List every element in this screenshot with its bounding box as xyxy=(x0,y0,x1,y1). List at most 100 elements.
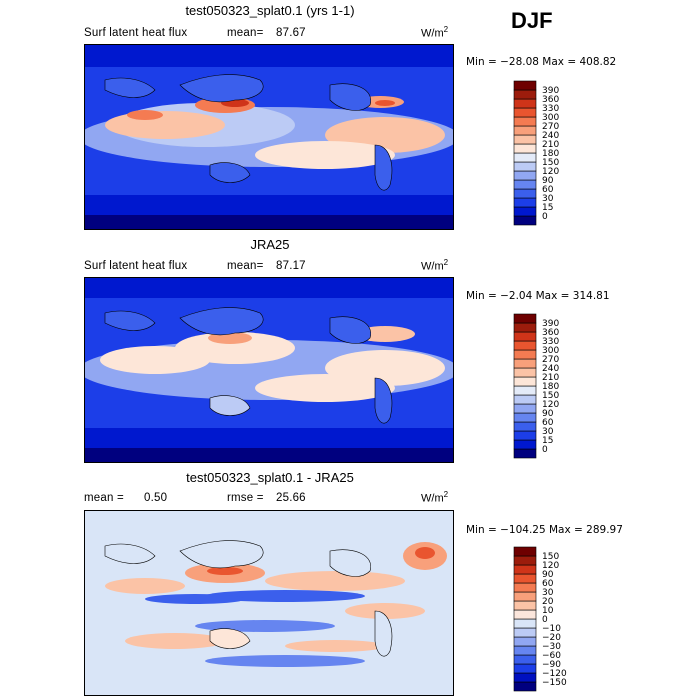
panel-2-colorbar-swatch xyxy=(513,376,537,387)
panel-1-colorbar-swatch xyxy=(513,161,537,172)
panel-3-colorbar-swatch xyxy=(513,618,537,629)
panel-2-colorbar-swatch xyxy=(513,331,537,342)
panel-3-colorbar-label: 60 xyxy=(542,579,554,589)
panel-1-colorbar-label: 360 xyxy=(542,95,559,105)
panel-3-colorbar-label: 0 xyxy=(542,615,548,625)
panel-1-colorbar-label: 240 xyxy=(542,131,559,141)
panel-2-colorbar-swatch xyxy=(513,367,537,378)
panel-3-colorbar-swatch xyxy=(513,582,537,593)
panel-2-colorbar-swatch xyxy=(513,358,537,369)
panel-3-colorbar-swatch xyxy=(513,546,537,557)
panel-2-colorbar-swatch xyxy=(513,448,537,459)
panel-3-colorbar-label: 20 xyxy=(542,597,554,607)
panel-2-colorbar-swatch xyxy=(513,313,537,324)
panel-1-mean-label: mean= xyxy=(227,27,264,39)
panel-3-colorbar-swatch xyxy=(513,672,537,683)
panel-2-colorbar-swatch xyxy=(513,430,537,441)
panel-2-colorbar-label: 90 xyxy=(542,409,554,419)
panel-1-colorbar-swatch xyxy=(513,215,537,226)
panel-1-colorbar-label: 390 xyxy=(542,86,559,96)
panel-2-minmax: Min = −2.04 Max = 314.81 xyxy=(466,290,610,302)
panel-2-variable-label: Surf latent heat flux xyxy=(84,260,188,272)
panel-2-title: JRA25 xyxy=(250,237,290,252)
panel-1-colorbar-swatch xyxy=(513,152,537,163)
panel-3-colorbar-label: 30 xyxy=(542,588,554,598)
panel-1-units: W/m2 xyxy=(421,25,449,40)
panel-2-mean-label: mean= xyxy=(227,260,264,272)
panel-1-colorbar-label: 30 xyxy=(542,194,554,204)
panel-2-colorbar: 0 15 30 60 90 120 150 180 210 240 270 300 330 360 390 xyxy=(513,313,573,461)
panel-2-colorbar-label: 0 xyxy=(542,445,548,455)
panel-2-colorbar-label: 120 xyxy=(542,400,559,410)
panel-1-colorbar-label: 120 xyxy=(542,167,559,177)
panel-2-colorbar-swatch xyxy=(513,349,537,360)
panel-1-colorbar-swatch xyxy=(513,188,537,199)
panel-2-colorbar-swatch xyxy=(513,421,537,432)
panel-1-colorbar-swatch xyxy=(513,107,537,118)
panel-2-colorbar-label: 300 xyxy=(542,346,559,356)
panel-1-minmax: Min = −28.08 Max = 408.82 xyxy=(466,56,617,68)
panel-3-colorbar-label: −150 xyxy=(542,678,567,688)
panel-1-colorbar-swatch xyxy=(513,170,537,181)
panel-2-colorbar-label: 210 xyxy=(542,373,559,383)
panel-3-mean-value: 0.50 xyxy=(144,492,168,504)
panel-2-mean-value: 87.17 xyxy=(276,260,306,272)
panel-3-colorbar-swatch xyxy=(513,636,537,647)
panel-2-colorbar-label: 180 xyxy=(542,382,559,392)
panel-3-colorbar-swatch xyxy=(513,600,537,611)
panel-2-colorbar-label: 240 xyxy=(542,364,559,374)
panel-2-colorbar-swatch xyxy=(513,322,537,333)
panel-2-colorbar-label: 390 xyxy=(542,319,559,329)
panel-2-map-field xyxy=(85,278,453,462)
panel-2-map xyxy=(84,277,454,463)
panel-3-colorbar-label: −60 xyxy=(542,651,561,661)
panel-1-colorbar-label: 0 xyxy=(542,212,548,222)
panel-3-colorbar-swatch xyxy=(513,609,537,620)
panel-1-colorbar-label: 210 xyxy=(542,140,559,150)
panel-3-colorbar-label: −20 xyxy=(542,633,561,643)
panel-3-colorbar-swatch xyxy=(513,663,537,674)
panel-1-colorbar-swatch xyxy=(513,197,537,208)
panel-3-rmse-value: 25.66 xyxy=(276,492,306,504)
panel-1-colorbar-swatch xyxy=(513,206,537,217)
panel-2-colorbar-swatch xyxy=(513,340,537,351)
panel-3-colorbar-label: −90 xyxy=(542,660,561,670)
panel-1-colorbar-swatch xyxy=(513,179,537,190)
panel-1-colorbar: 0 15 30 60 90 120 150 180 210 240 270 300 330 360 390 xyxy=(513,80,573,228)
panel-3-colorbar-label: 120 xyxy=(542,561,559,571)
panel-1-colorbar-swatch xyxy=(513,80,537,91)
panel-3-colorbar-swatch xyxy=(513,591,537,602)
panel-3-colorbar-label: 90 xyxy=(542,570,554,580)
panel-2-colorbar-swatch xyxy=(513,385,537,396)
panel-2-colorbar-label: 150 xyxy=(542,391,559,401)
panel-3-colorbar-label: −30 xyxy=(542,642,561,652)
panel-3-map-field xyxy=(85,511,453,695)
panel-2-colorbar-label: 30 xyxy=(542,427,554,437)
panel-3-colorbar-swatch xyxy=(513,627,537,638)
panel-1-colorbar-swatch xyxy=(513,89,537,100)
panel-1-title: test050323_splat0.1 (yrs 1-1) xyxy=(185,3,355,18)
panel-1-variable-label: Surf latent heat flux xyxy=(84,27,188,39)
panel-3-mean-label: mean = xyxy=(84,492,124,504)
panel-2-colorbar-label: 330 xyxy=(542,337,559,347)
panel-1-colorbar-swatch xyxy=(513,125,537,136)
panel-1-colorbar-label: 300 xyxy=(542,113,559,123)
panel-3-colorbar-label: 150 xyxy=(542,552,559,562)
panel-3-colorbar-swatch xyxy=(513,564,537,575)
panel-3-colorbar-swatch xyxy=(513,573,537,584)
panel-1-colorbar-label: 90 xyxy=(542,176,554,186)
panel-3-colorbar-swatch xyxy=(513,645,537,656)
panel-2-colorbar-label: 360 xyxy=(542,328,559,338)
panel-1-colorbar-label: 330 xyxy=(542,104,559,114)
panel-2-colorbar-swatch xyxy=(513,394,537,405)
panel-1-colorbar-label: 60 xyxy=(542,185,554,195)
panel-1-colorbar-swatch xyxy=(513,116,537,127)
panel-1-mean-value: 87.67 xyxy=(276,27,306,39)
panel-1-colorbar-label: 15 xyxy=(542,203,553,213)
season-label: DJF xyxy=(511,8,553,33)
panel-3-rmse-label: rmse = xyxy=(227,492,264,504)
panel-3-colorbar-swatch xyxy=(513,681,537,692)
